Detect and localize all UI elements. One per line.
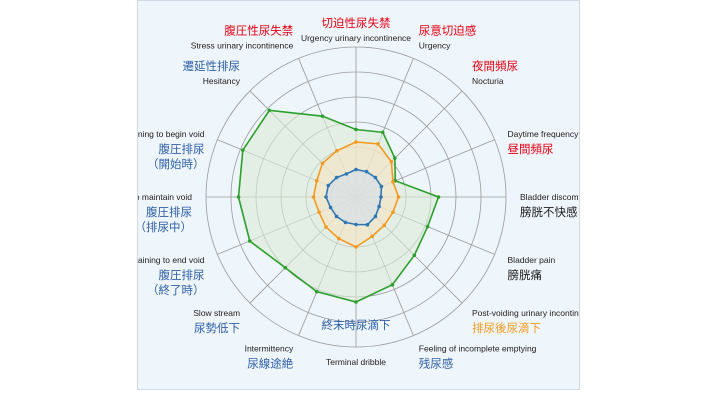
series-green-point	[393, 156, 397, 160]
axis-label-en: Straining to end void	[138, 255, 205, 265]
radar-chart: Urgency urinary incontinence 切迫性尿失禁 Urgenc…	[97, 1, 598, 389]
axis-label-ja: 終末時尿滴下	[322, 318, 391, 332]
axis-label-en: Slow stream	[193, 308, 240, 318]
series-inner-point	[373, 175, 378, 180]
axis-label-ja: 腹圧性尿失禁	[224, 23, 293, 37]
series-orange-point	[396, 195, 401, 199]
axis-label-ja: 残尿感	[419, 357, 454, 371]
axis-label-ja: 腹圧排尿	[158, 268, 204, 282]
series-orange-point	[336, 236, 341, 241]
series-inner-point	[324, 195, 328, 199]
axis-label-ja: 腹圧排尿	[146, 205, 192, 219]
series-inner-point	[343, 220, 348, 225]
axis-label-ja: 尿線途絶	[247, 357, 293, 371]
axis-label-ja: 腹圧排尿	[158, 142, 204, 156]
series-orange-point	[335, 149, 339, 153]
axis-labels: Urgency urinary incontinence 切迫性尿失禁 Urgenc…	[97, 16, 598, 371]
axis-label-en: Nocturia	[472, 76, 504, 86]
axis-label-ja: （開始時）	[147, 157, 205, 171]
series-inner-point	[373, 214, 378, 219]
series-green-point	[241, 148, 245, 152]
series-inner-point	[354, 167, 358, 172]
series-inner-point	[365, 222, 370, 227]
axis-label-ja: 昼間頻尿	[508, 142, 554, 156]
series-green-point	[380, 130, 385, 135]
axis-label-en: Daytime frequency	[508, 129, 579, 139]
axis-label-ja: 排尿後尿滴下	[472, 321, 541, 335]
axis-label-en: Feeling of incomplete emptying	[419, 344, 537, 354]
axis-label-ja: 膀胱不快感	[520, 205, 578, 219]
series-inner-point	[377, 204, 381, 209]
series-inner-point	[334, 214, 339, 219]
series-orange-point	[324, 225, 328, 229]
axis-label-ja: 切迫性尿失禁	[322, 16, 391, 30]
axis-label-ja: （終了時）	[147, 283, 205, 297]
series-orange-point	[320, 161, 325, 166]
series-orange-point	[314, 178, 319, 183]
series-green-point	[320, 114, 325, 118]
radar-series	[236, 108, 441, 304]
chart-frame: Urgency urinary incontinence 切迫性尿失禁 Urgenc…	[97, 0, 598, 390]
series-orange-point	[317, 210, 321, 215]
series-inner-point	[334, 175, 339, 180]
series-inner-point	[379, 184, 384, 189]
series-green-point	[425, 224, 430, 229]
axis-label-ja: 尿意切迫感	[419, 23, 477, 37]
series-green-point	[354, 127, 358, 132]
series-green-point	[247, 239, 252, 243]
axis-label-en: Bladder pain	[508, 255, 556, 265]
series-orange-point	[370, 234, 375, 239]
axis-label-en: Hesitancy	[203, 76, 241, 86]
series-inner-point	[354, 222, 358, 227]
series-orange-point	[311, 195, 316, 199]
axis-label-en: Intermittency	[245, 344, 294, 354]
series-inner-point	[344, 172, 349, 176]
axis-label-ja: 夜間頻尿	[472, 59, 518, 73]
axis-label-en: Straining to begin void	[138, 129, 205, 139]
series-orange-point	[354, 245, 358, 249]
series-inner-point	[379, 195, 383, 199]
axis-label-en: Post-voiding urinary incontinence	[472, 308, 579, 318]
series-orange-point	[389, 159, 394, 164]
series-orange-point	[354, 140, 358, 144]
axis-label-ja: （排尿中）	[138, 220, 192, 234]
axis-label-ja: 膀胱痛	[508, 268, 543, 282]
series-green-point	[354, 300, 358, 304]
series-green-point	[267, 108, 272, 113]
series-inner-point	[364, 169, 369, 174]
series-orange-point	[391, 179, 395, 184]
series-green-point	[436, 195, 441, 199]
series-green-point	[236, 195, 241, 199]
series-green-point	[314, 289, 319, 294]
axis-label-ja: 遷延性排尿	[183, 59, 241, 73]
axis-label-en: Straining to maintain void	[138, 192, 192, 202]
series-green-point	[283, 265, 288, 270]
axis-label-ja: 尿勢低下	[194, 321, 240, 335]
axis-label-en: Urgency urinary incontinence	[301, 33, 411, 43]
series-inner-point	[328, 205, 333, 210]
series-orange-point	[382, 223, 387, 228]
series-orange-point	[376, 142, 380, 146]
axis-label-en: Terminal dribble	[326, 357, 386, 367]
axis-label-en: Urgency	[419, 40, 451, 50]
axis-label-en: Bladder discomfort	[520, 192, 579, 202]
series-orange-point	[391, 210, 395, 215]
series-green-point	[412, 253, 417, 258]
series-green-point	[390, 282, 395, 287]
series-inner-point	[326, 183, 331, 188]
axis-label-en: Stress urinary incontinence	[191, 40, 294, 50]
